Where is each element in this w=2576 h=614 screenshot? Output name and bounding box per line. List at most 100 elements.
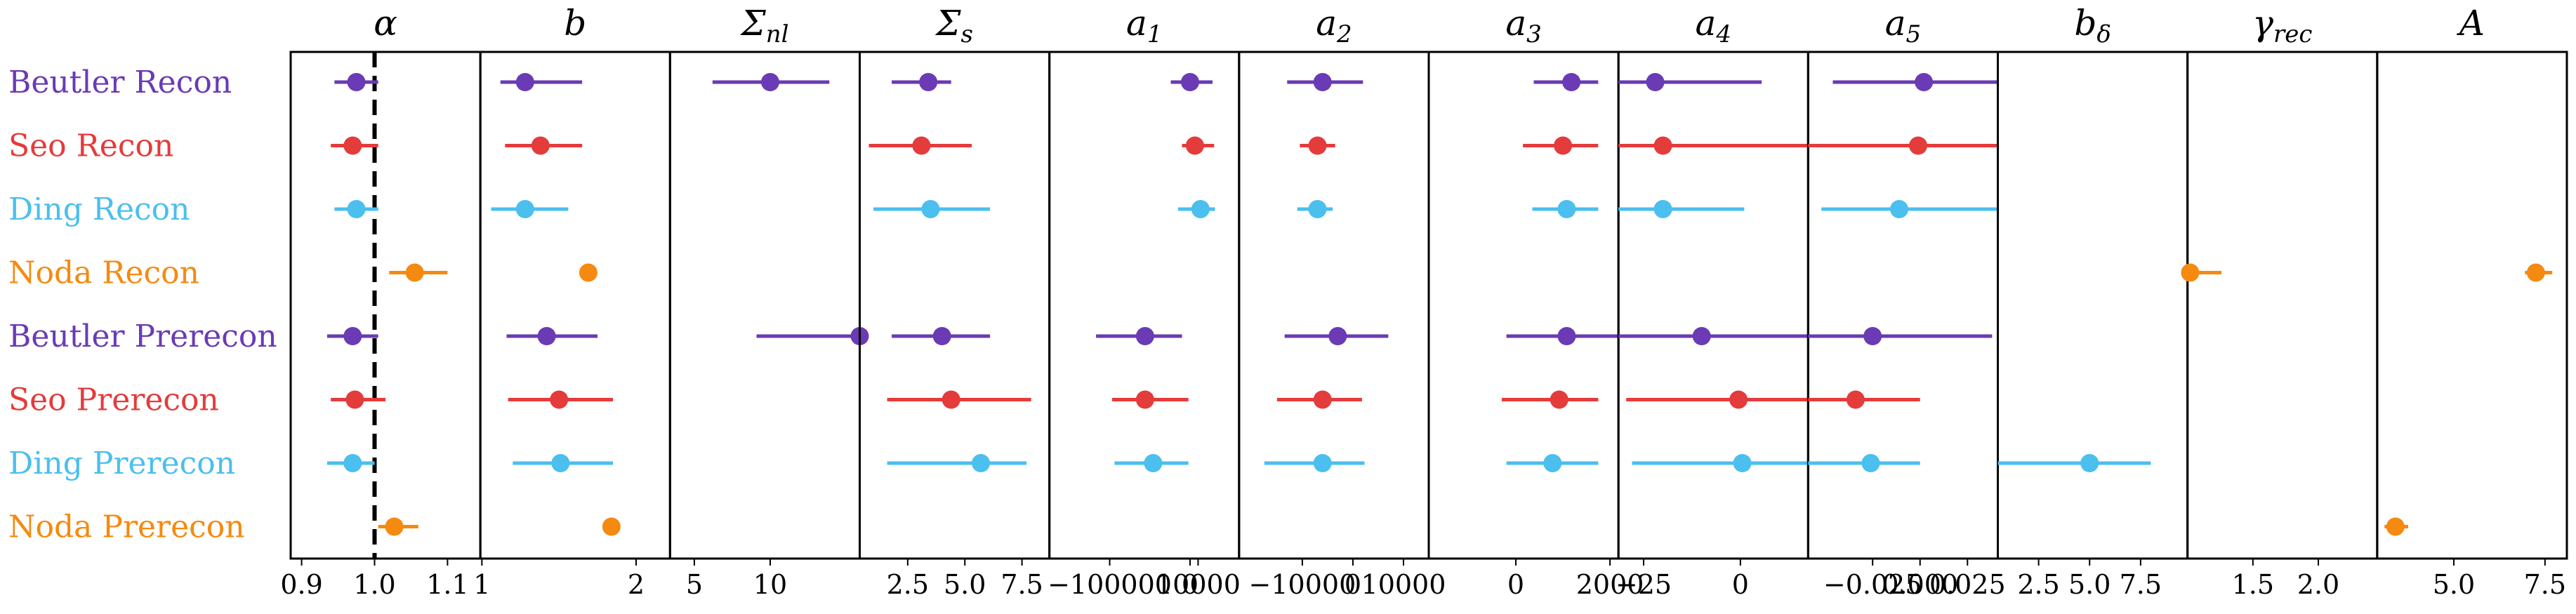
data-point	[1733, 454, 1752, 472]
data-point	[1890, 200, 1909, 218]
panel-frame	[1997, 51, 2189, 560]
data-point	[343, 454, 362, 472]
panel-frame	[1427, 51, 1620, 560]
tick-label: 7.5	[2120, 569, 2162, 600]
tick-label: 0.025	[1929, 569, 2006, 600]
panel-title: bδ	[2074, 3, 2111, 48]
data-point	[1328, 327, 1347, 345]
data-point	[537, 327, 556, 345]
tick-label: 2	[628, 569, 645, 600]
data-point	[1729, 390, 1748, 409]
data-point	[2386, 517, 2405, 536]
row-label: Ding Prerecon	[8, 446, 235, 481]
row-label: Seo Recon	[8, 128, 173, 164]
data-point	[1915, 73, 1934, 91]
panel-frame	[2186, 51, 2379, 560]
data-point	[1313, 390, 1332, 409]
data-point	[1185, 136, 1204, 155]
tick-label: 1.5	[2232, 569, 2274, 600]
panel-frame	[289, 51, 482, 560]
tick-label: 1.0	[353, 569, 395, 600]
data-point	[1135, 390, 1154, 409]
data-point	[760, 73, 779, 91]
panel-title: a4	[1696, 3, 1731, 48]
row-label: Seo Prerecon	[8, 382, 219, 418]
data-point	[1909, 136, 1928, 155]
tick-label: 5.0	[2433, 569, 2475, 600]
tick-label: 0	[1345, 569, 1361, 600]
data-point	[602, 517, 621, 536]
data-point	[551, 454, 570, 472]
data-point	[1543, 454, 1562, 472]
data-point	[1313, 454, 1332, 472]
data-point	[1181, 73, 1200, 91]
panel-b: b 1 2	[473, 3, 671, 600]
data-point	[2526, 263, 2545, 282]
panel-frame	[668, 51, 861, 560]
panel-frame	[1048, 51, 1241, 560]
tick-label: 0.000	[1882, 569, 1958, 600]
panel-title: b	[564, 3, 586, 44]
data-point	[550, 390, 569, 409]
data-point	[405, 263, 424, 282]
data-point	[919, 73, 938, 91]
data-point	[921, 200, 940, 218]
data-point	[343, 136, 362, 155]
tick-label: 2.5	[887, 569, 929, 600]
panel-b_delta: bδ 2.5 5.0 7.5	[1997, 3, 2189, 600]
panel-sigma_nl: Σnl 5 10	[668, 3, 869, 600]
data-point	[912, 136, 931, 155]
data-point	[1653, 136, 1672, 155]
panel-frame	[1806, 51, 1999, 560]
data-point	[1554, 136, 1573, 155]
tick-label: 5.0	[2068, 569, 2111, 600]
tick-label: 7.5	[1000, 569, 1043, 600]
panel-frame	[1238, 51, 1430, 560]
tick-label: 10	[753, 569, 787, 600]
data-point	[942, 390, 960, 409]
data-point	[579, 263, 597, 282]
data-point	[1144, 454, 1163, 472]
panel-frame	[859, 51, 1051, 560]
data-point	[1861, 454, 1880, 472]
tick-label: −0.025	[1823, 569, 1922, 600]
tick-label: 7.5	[2524, 569, 2566, 600]
data-point	[515, 73, 534, 91]
panel-title: α	[374, 3, 397, 44]
panel-frame	[479, 51, 671, 560]
panel-frame	[1617, 51, 1809, 560]
tick-label: 2.0	[2297, 569, 2339, 600]
panel-title: a2	[1316, 3, 1352, 48]
row-label: Beutler Recon	[8, 65, 232, 100]
data-point	[2181, 263, 2200, 282]
panel-frame	[2376, 51, 2568, 560]
tick-label: −25	[1616, 569, 1672, 600]
row-label: Noda Recon	[8, 255, 199, 291]
row-labels: Beutler Recon Seo Recon Ding Recon Noda Rec…	[8, 65, 277, 545]
panel-alpha: α 0.9 1.0 1.1	[280, 3, 482, 600]
data-point	[343, 327, 362, 345]
panel-title: a1	[1126, 3, 1162, 48]
panel-title: γrec	[2252, 3, 2312, 48]
data-point	[932, 327, 951, 345]
data-point	[2080, 454, 2099, 472]
row-label: Ding Recon	[8, 192, 190, 227]
row-label: Beutler Prerecon	[8, 319, 277, 354]
data-point	[1653, 200, 1672, 218]
panel-title: Σs	[934, 3, 973, 48]
tick-label: 2000	[1576, 569, 1644, 600]
panel-a3: a3 0 2000	[1427, 3, 1644, 600]
data-point	[347, 73, 366, 91]
panel-A: A 5.0 7.5	[2376, 3, 2568, 600]
tick-label: 5	[686, 569, 703, 600]
tick-label: 0	[1507, 569, 1524, 600]
panel-a2: a2 −100000 10000	[1238, 3, 1446, 600]
tick-label: −100000	[1048, 569, 1172, 600]
data-point	[345, 390, 364, 409]
panel-gamma_rec: γrec 1.5 2.0	[2181, 3, 2379, 600]
data-point	[1557, 327, 1576, 345]
tick-label: 0	[1732, 569, 1749, 600]
